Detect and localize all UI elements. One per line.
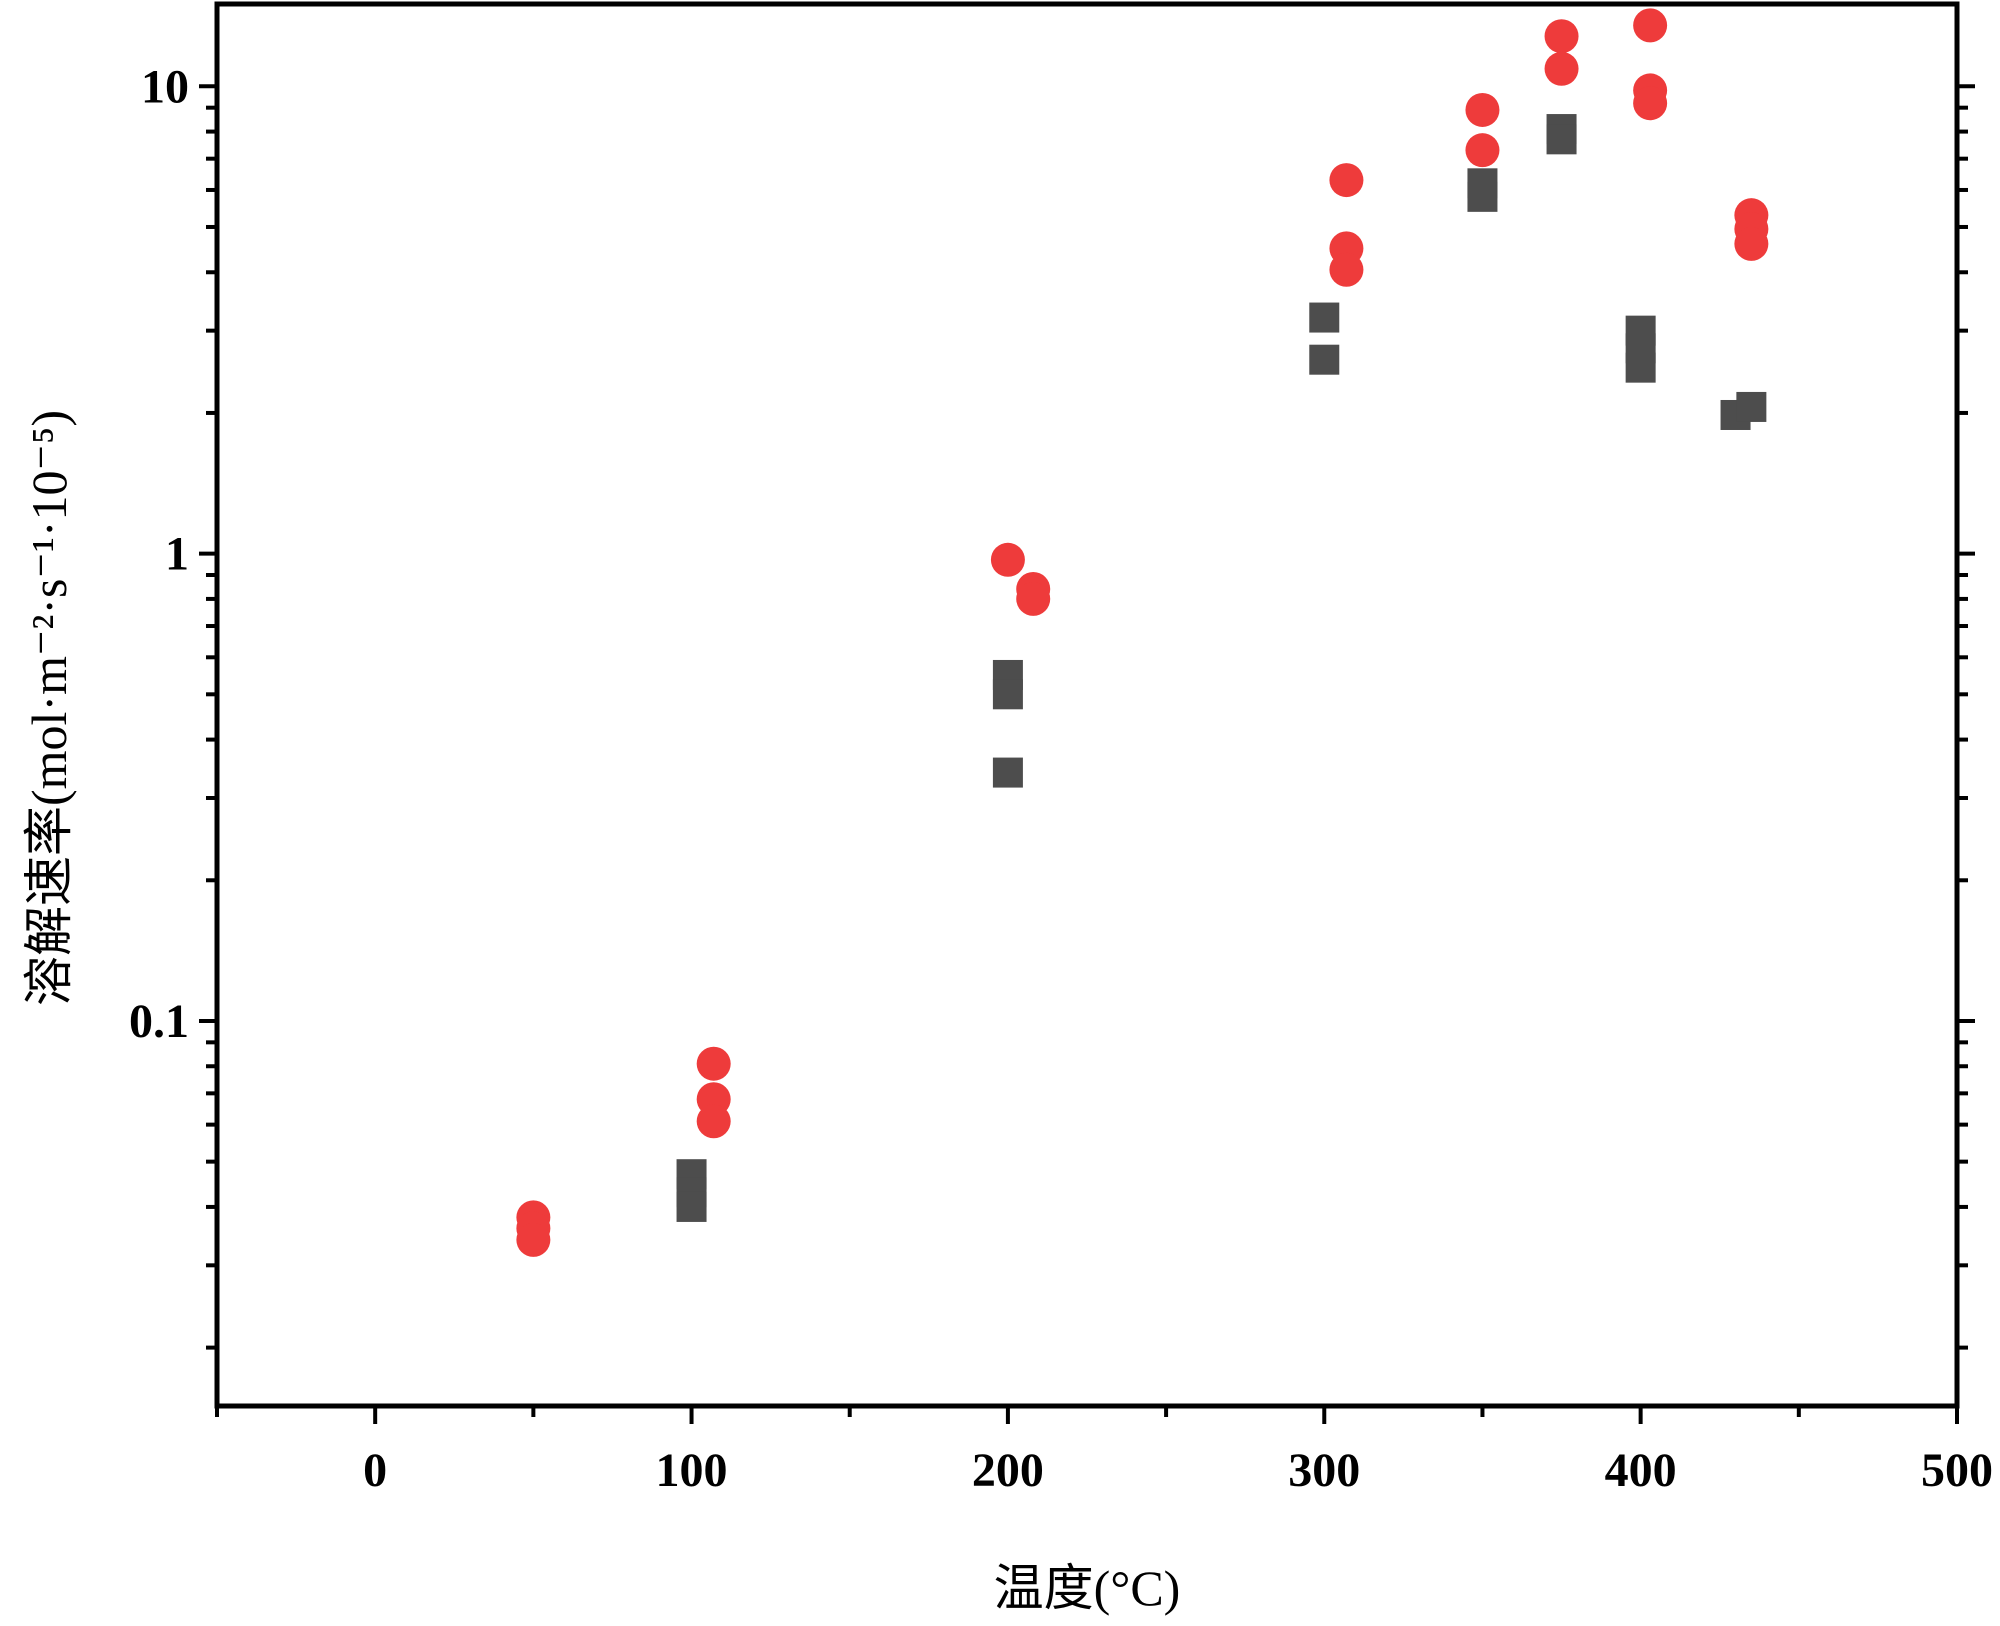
- x-axis-ticks: [215, 1406, 1959, 1424]
- square-point: [1309, 302, 1340, 333]
- x-axis-title: 温度(°C): [994, 1560, 1181, 1616]
- square-point: [676, 1191, 707, 1222]
- circle-point: [1465, 92, 1500, 127]
- square-point: [992, 757, 1023, 788]
- x-tick-label: 500: [1921, 1444, 1993, 1497]
- y-axis-ticks: [199, 84, 1975, 1350]
- circle-point: [1544, 51, 1579, 86]
- y-axis-tick-labels: 0.1 1 10: [129, 60, 189, 1048]
- circle-point: [1329, 252, 1364, 287]
- circle-point: [1465, 133, 1500, 168]
- circle-point: [1544, 19, 1579, 54]
- x-tick-label: 400: [1605, 1444, 1677, 1497]
- circle-point: [990, 542, 1025, 577]
- circle-point: [1329, 163, 1364, 198]
- square-point: [1467, 181, 1498, 212]
- circle-point: [1633, 86, 1668, 121]
- x-tick-label: 300: [1288, 1444, 1360, 1497]
- square-point: [1625, 352, 1656, 383]
- y-tick-label: 10: [141, 60, 189, 113]
- x-tick-label: 0: [363, 1444, 387, 1497]
- circle-point: [696, 1046, 731, 1081]
- square-point: [992, 679, 1023, 710]
- circle-point: [516, 1222, 551, 1257]
- x-tick-label: 100: [656, 1444, 728, 1497]
- circle-point: [1016, 581, 1051, 616]
- y-tick-label: 1: [165, 528, 189, 581]
- circle-point: [696, 1104, 731, 1139]
- x-axis-tick-labels: 0 100 200 300 400 500: [363, 1444, 1993, 1497]
- y-tick-label: 0.1: [129, 995, 189, 1048]
- data-marks: [516, 8, 1769, 1257]
- plot-frame: [214, 1, 1960, 1409]
- x-tick-label: 200: [972, 1444, 1044, 1497]
- circle-point: [1633, 8, 1668, 43]
- circle-point: [1734, 226, 1769, 261]
- square-point: [1309, 344, 1340, 375]
- y-axis-title: 溶解速率(mol·m⁻²·s⁻¹·10⁻⁵): [21, 410, 77, 1006]
- square-point: [1546, 124, 1577, 155]
- square-point: [1736, 391, 1767, 422]
